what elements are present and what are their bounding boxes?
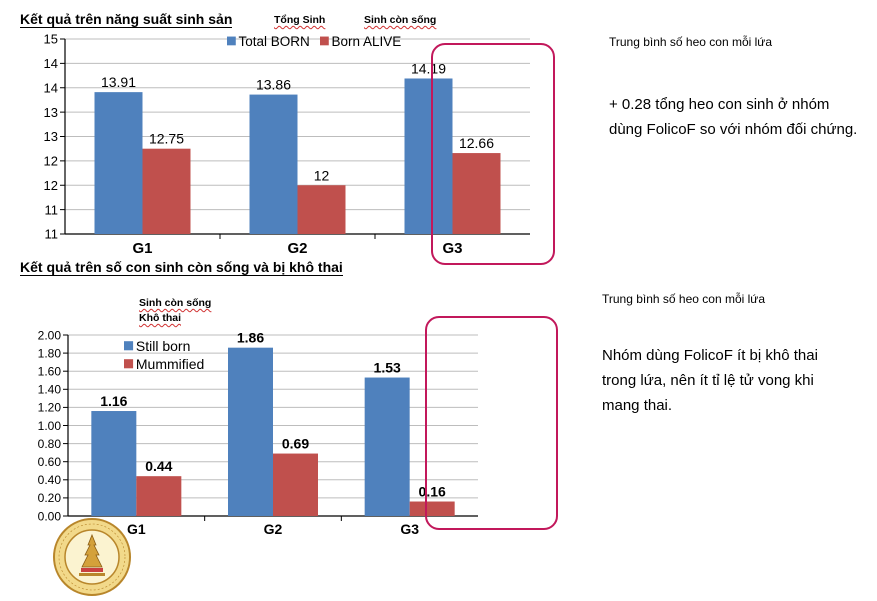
bar-total-born-g1 [94,92,143,234]
data-label: 13.86 [256,77,291,93]
y-tick-label: 14 [44,80,58,95]
bottom-chart-title: Kết quả trên số con sinh còn sống và bị … [20,259,343,276]
data-label: 1.86 [237,330,264,346]
data-label: 1.16 [100,393,127,409]
top-annotation-total: Tổng Sinh [274,14,326,26]
bar-born-alive-g3 [452,153,501,234]
y-tick-label: 1.00 [38,419,62,433]
x-category-label: G3 [442,240,462,257]
university-seal-icon [53,518,131,596]
bottom-bar-chart: 0.00 0.20 0.40 0.60 0.80 1.00 1.20 1.40 1.60 1.80… [38,328,478,537]
bar-still-born-g1 [91,411,137,516]
x-category-label: G3 [400,521,419,537]
x-category-label: G1 [127,521,146,537]
data-label: 12.75 [149,131,184,147]
bar-total-born-g3 [404,78,453,234]
legend-swatch [124,359,134,369]
y-tick-label: 0.60 [38,455,62,469]
y-tick-label: 0.80 [38,437,62,451]
data-label: 12 [314,167,330,183]
bottom-annotation-stillborn: Sinh còn sống [139,297,212,309]
bar-still-born-g3 [364,377,410,516]
y-tick-label: 0.20 [38,491,62,505]
legend-label: Mummified [136,356,204,372]
legend-label: Born ALIVE [331,34,401,49]
data-label: 13.91 [101,74,136,90]
y-tick-label: 12 [44,178,58,193]
data-label: 14.19 [411,60,446,76]
bar-born-alive-g2 [297,185,346,234]
y-tick-label: 15 [44,32,58,47]
bottom-annotation-mummified: Khô thai [139,312,181,324]
bar-total-born-g2 [249,94,298,234]
y-tick-label: 0.00 [38,509,62,523]
bottom-g3-highlight-box [425,316,558,530]
y-tick-label: 1.20 [38,401,62,415]
x-category-label: G2 [264,521,283,537]
bottom-side-text: Nhóm dùng FolicoF ít bị khô thai trong l… [602,347,818,414]
y-tick-label: 1.40 [38,383,62,397]
bar-mummified-g3 [409,501,455,516]
bar-still-born-g2 [228,347,273,516]
y-tick-label: 11 [45,202,59,217]
legend-label: Total BORN [238,34,309,49]
top-bar-chart: 11 11 12 12 13 13 14 14 15 13.91 12.75 G1 13.86 12 G2 1… [44,32,530,257]
data-label: 0.44 [145,458,172,474]
y-tick-label: 11 [45,227,59,242]
x-category-label: G2 [287,240,307,257]
y-tick-label: 14 [44,56,58,71]
y-tick-label: 13 [44,105,58,120]
data-label: 12.66 [459,135,494,151]
bar-mummified-g1 [136,476,182,516]
top-g3-highlight-box [431,43,555,265]
legend-swatch [320,36,329,46]
y-tick-label: 13 [44,129,58,144]
bottom-side-note: Trung bình số heo con mỗi lứa [602,292,766,306]
top-side-text: + 0.28 tổng heo con sinh ở nhóm dùng Fol… [609,96,858,138]
legend-swatch [227,36,236,46]
top-annotation-alive: Sinh còn sống [364,14,437,26]
y-tick-label: 0.40 [38,473,62,487]
data-label: 1.53 [374,360,401,376]
bar-born-alive-g1 [142,148,191,234]
y-tick-label: 1.80 [38,346,62,360]
data-label: 0.69 [282,436,309,452]
x-category-label: G1 [132,240,152,257]
y-tick-label: 12 [44,154,58,169]
legend-swatch [124,341,134,351]
legend-label: Still born [136,338,190,354]
y-tick-label: 1.60 [38,365,62,379]
top-side-note: Trung bình số heo con mỗi lứa [609,35,773,49]
top-chart-title: Kết quả trên năng suất sinh sản [20,11,233,28]
y-tick-label: 2.00 [38,328,62,342]
bar-mummified-g2 [273,453,318,516]
